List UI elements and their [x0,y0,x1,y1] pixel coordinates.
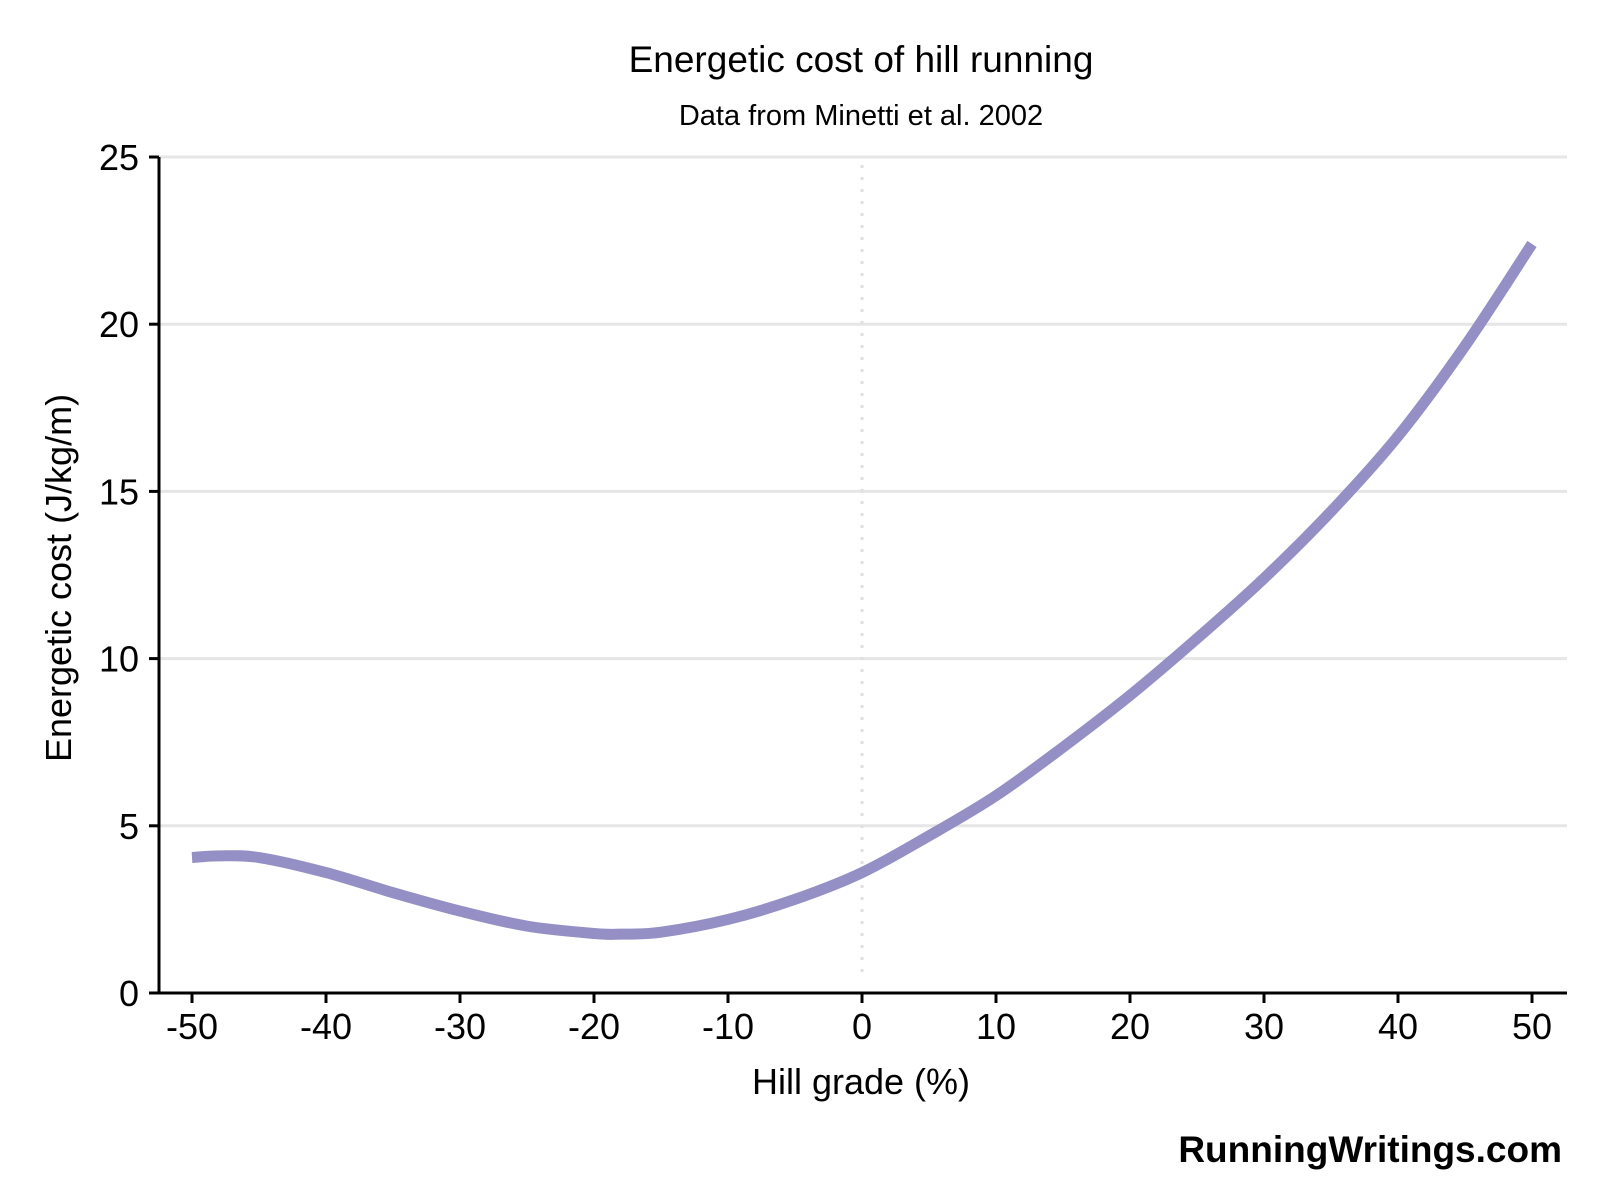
credit-text: RunningWritings.com [1178,1129,1562,1170]
y-tick-label-25: 25 [99,137,139,178]
x-tick-label-30: 30 [1244,1006,1284,1047]
y-tick-label-0: 0 [119,973,139,1014]
series-line-0 [191,240,1537,940]
x-tick-label--50: -50 [166,1006,218,1047]
x-tick-label-50: 50 [1512,1006,1552,1047]
y-tick-label-20: 20 [99,304,139,345]
x-tick-label--10: -10 [702,1006,754,1047]
x-tick-label-10: 10 [976,1006,1016,1047]
y-axis-title: Energetic cost (J/kg/m) [38,394,79,762]
x-tick-label-0: 0 [852,1006,872,1047]
y-tick-label-5: 5 [119,806,139,847]
x-axis-ticks: -50 -40 -30 -20 -10 0 10 20 30 40 50 [166,993,1552,1047]
x-tick-label--30: -30 [434,1006,486,1047]
x-tick-label-40: 40 [1378,1006,1418,1047]
chart-title: Energetic cost of hill running [629,39,1094,80]
x-tick-label-20: 20 [1110,1006,1150,1047]
x-tick-label--20: -20 [568,1006,620,1047]
y-tick-label-15: 15 [99,471,139,512]
y-axis-ticks: 0 5 10 15 20 25 [99,137,159,1014]
x-tick-label--40: -40 [300,1006,352,1047]
chart-subtitle: Data from Minetti et al. 2002 [679,100,1043,132]
x-axis-title: Hill grade (%) [752,1061,970,1102]
y-tick-label-10: 10 [99,639,139,680]
series-layer [191,240,1537,940]
